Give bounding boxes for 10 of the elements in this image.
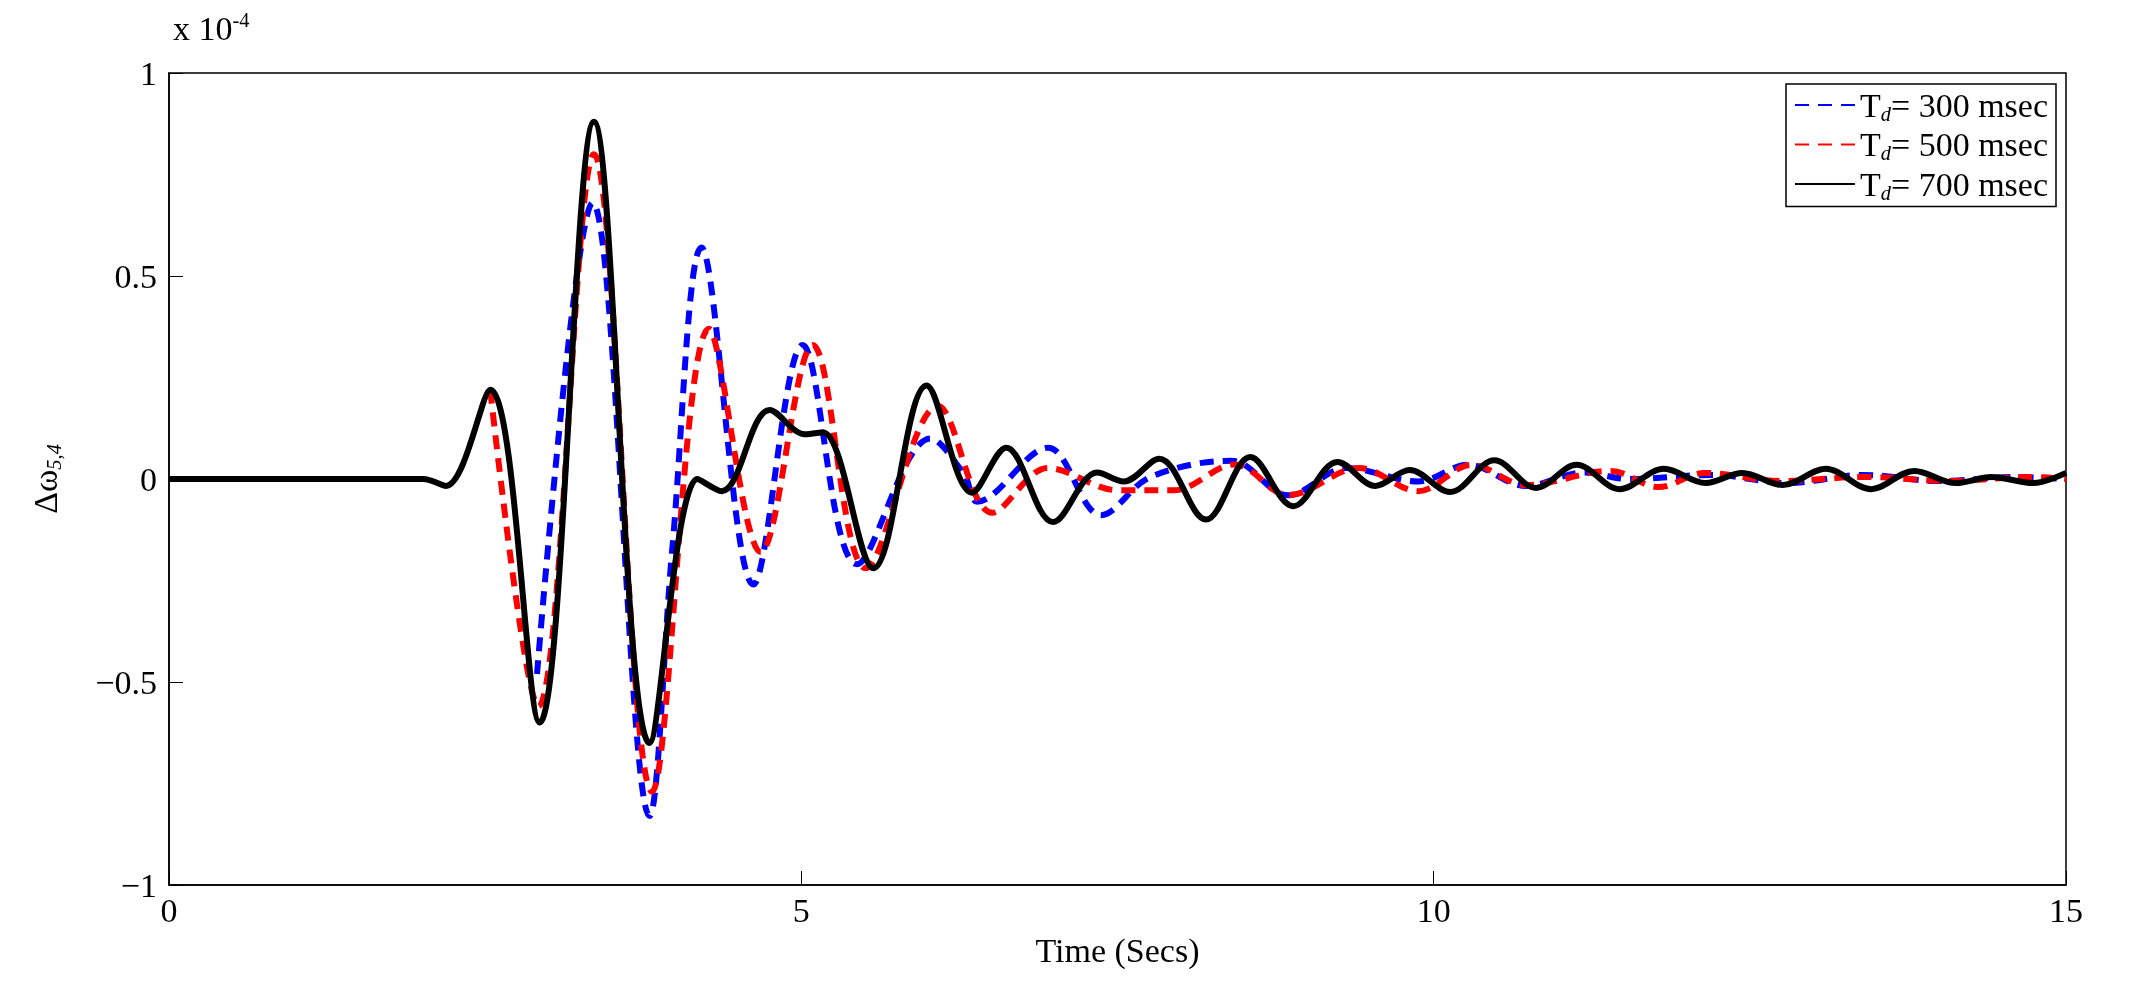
y-tick-label: 0.5: [114, 257, 157, 295]
x-tick-label: 10: [1416, 891, 1451, 929]
y-tick-label: −1: [120, 866, 157, 904]
y-tick-label: −0.5: [95, 663, 157, 701]
x-tick-label: 15: [2049, 891, 2083, 929]
y-tick-label: 1: [140, 54, 157, 92]
y-tick-label: 0: [140, 460, 157, 498]
x-axis-title: Time (Secs): [1035, 931, 1200, 970]
x-tick-label: 5: [792, 891, 810, 929]
y-axis-title: Δω5,4: [27, 444, 65, 514]
